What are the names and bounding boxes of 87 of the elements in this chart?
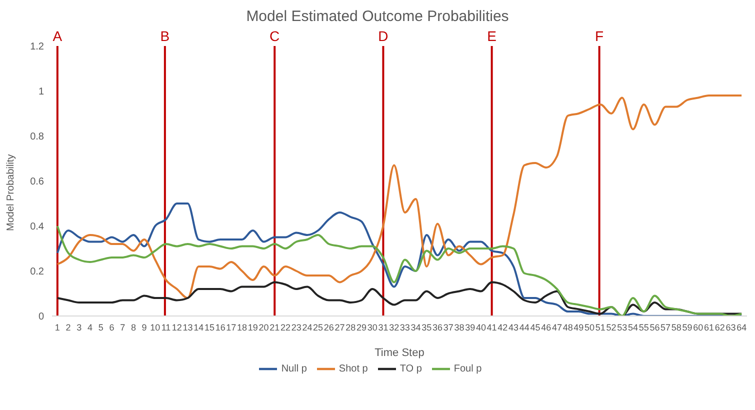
x-tick-label: 15	[204, 322, 214, 332]
x-tick-label: 29	[356, 322, 366, 332]
x-tick-label: 33	[400, 322, 410, 332]
x-tick-label: 51	[595, 322, 606, 332]
x-tick-label: 47	[552, 322, 562, 332]
x-tick-label: 26	[324, 322, 334, 332]
x-tick-label: 1	[54, 322, 60, 332]
x-tick-label: 56	[650, 322, 660, 332]
x-tick-label: 48	[562, 322, 573, 332]
y-tick-label: 0	[38, 312, 44, 323]
ref-line-label: C	[270, 28, 280, 44]
x-tick-label: 49	[574, 322, 584, 332]
ref-line-label: A	[52, 28, 63, 44]
x-tick-label: 2	[66, 322, 71, 332]
x-tick-label: 30	[367, 322, 378, 332]
y-tick-label: 0.8	[30, 132, 44, 143]
ref-line-label: B	[160, 28, 170, 44]
x-tick-label: 53	[617, 322, 628, 332]
x-tick-label: 34	[410, 322, 421, 332]
x-tick-label: 55	[638, 322, 649, 332]
x-tick-label: 52	[606, 322, 616, 332]
x-tick-label: 64	[736, 322, 747, 332]
x-tick-label: 28	[346, 322, 356, 332]
x-tick-label: 27	[334, 322, 345, 332]
x-tick-label: 12	[172, 322, 182, 332]
chart-title: Model Estimated Outcome Probabilities	[245, 8, 510, 25]
x-tick-label: 38	[454, 322, 464, 332]
legend-label: Null p	[281, 364, 307, 375]
x-tick-label: 60	[693, 322, 704, 332]
x-tick-label: 24	[302, 322, 312, 332]
x-axis-title: Time Step	[374, 347, 424, 359]
x-tick-label: 57	[660, 322, 671, 332]
x-tick-label: 9	[142, 322, 147, 332]
y-axis-title: Model Probability	[6, 154, 17, 231]
x-tick-label: 6	[109, 322, 114, 332]
legend-label: Foul p	[454, 364, 482, 375]
line-series	[56, 225, 743, 316]
x-tick-label: 36	[432, 322, 443, 332]
x-tick-label: 39	[465, 322, 476, 332]
ref-line-label: F	[595, 28, 604, 44]
y-tick-label: 1.2	[30, 42, 44, 53]
x-tick-label: 13	[182, 322, 193, 332]
x-tick-label: 40	[476, 322, 486, 332]
x-tick-label: 7	[120, 322, 126, 332]
x-tick-label: 58	[671, 322, 682, 332]
x-tick-label: 41	[486, 322, 497, 332]
x-tick-label: 32	[389, 322, 400, 332]
legend-label: TO p	[400, 364, 422, 375]
x-tick-label: 5	[98, 322, 104, 332]
x-tick-label: 3	[76, 322, 82, 332]
x-tick-label: 50	[584, 322, 595, 332]
x-tick-label: 21	[270, 322, 280, 332]
x-tick-label: 19	[248, 322, 258, 332]
x-tick-label: 22	[280, 322, 290, 332]
x-tick-label: 61	[704, 322, 714, 332]
x-tick-label: 31	[378, 322, 388, 332]
x-tick-label: 17	[226, 322, 236, 332]
x-tick-label: 20	[258, 322, 269, 332]
x-tick-label: 42	[498, 322, 508, 332]
line-series	[56, 202, 743, 316]
ref-line-label: E	[487, 28, 496, 44]
y-tick-label: 0.4	[30, 222, 44, 233]
x-tick-label: 10	[150, 322, 160, 332]
x-tick-label: 18	[237, 322, 248, 332]
y-tick-label: 1	[38, 86, 44, 98]
x-tick-label: 62	[714, 322, 725, 332]
x-tick-label: 45	[530, 322, 540, 332]
y-tick-label: 0.2	[30, 266, 44, 278]
x-tick-label: 44	[519, 322, 530, 332]
x-tick-label: 14	[194, 322, 204, 332]
x-tick-label: 37	[443, 322, 454, 332]
x-tick-label: 8	[130, 322, 136, 332]
x-tick-label: 11	[161, 322, 171, 332]
x-tick-label: 46	[541, 322, 552, 332]
line-series	[56, 94, 743, 299]
x-tick-label: 43	[508, 322, 519, 332]
ref-line-label: D	[378, 28, 388, 44]
x-tick-label: 59	[682, 322, 692, 332]
y-tick-label: 0.6	[30, 176, 44, 188]
legend-label: Shot p	[338, 364, 368, 375]
x-tick-label: 63	[726, 322, 736, 332]
x-tick-label: 16	[215, 322, 226, 332]
x-tick-label: 35	[422, 322, 432, 332]
x-tick-label: 23	[291, 322, 302, 332]
x-tick-label: 25	[313, 322, 324, 332]
x-tick-label: 4	[88, 322, 93, 332]
x-tick-label: 54	[628, 322, 638, 332]
